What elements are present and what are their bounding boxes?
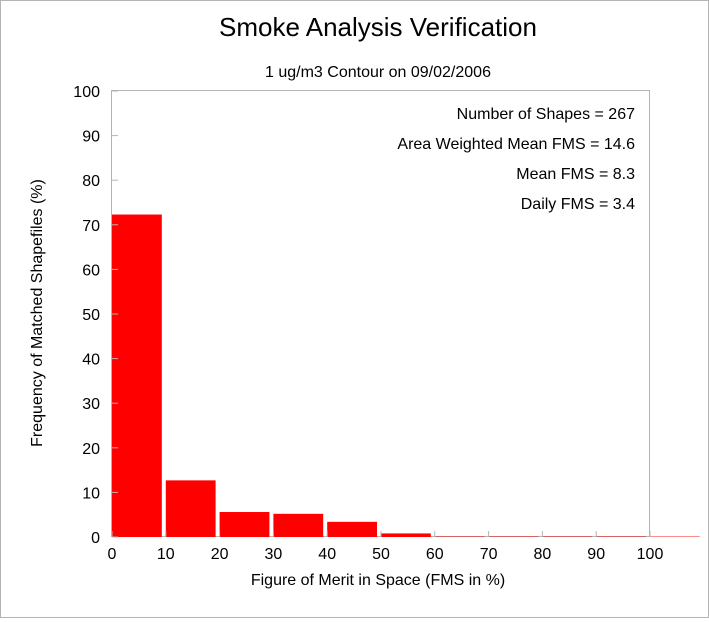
x-tick-label: 20 — [211, 546, 229, 563]
x-tick-label: 80 — [534, 546, 552, 563]
stat-annotation: Area Weighted Mean FMS = 14.6 — [397, 136, 635, 153]
x-tick-label: 10 — [157, 546, 175, 563]
stat-annotation: Daily FMS = 3.4 — [521, 196, 635, 213]
x-axis-label: Figure of Merit in Space (FMS in %) — [251, 572, 505, 589]
y-tick-label: 0 — [91, 530, 100, 547]
bar-bin-50 — [381, 533, 431, 537]
x-tick-label: 90 — [587, 546, 605, 563]
y-axis-label: Frequency of Matched Shapefiles (%) — [29, 179, 46, 447]
bar-bin-30 — [273, 514, 323, 537]
y-tick-label: 10 — [82, 485, 100, 502]
stat-annotation: Mean FMS = 8.3 — [516, 166, 635, 183]
x-tick-label: 50 — [372, 546, 390, 563]
x-tick-label: 0 — [108, 546, 117, 563]
x-tick-label: 100 — [637, 546, 664, 563]
plot-area — [112, 91, 650, 537]
y-tick-label: 30 — [82, 396, 100, 413]
y-tick-label: 80 — [82, 173, 100, 190]
x-tick-label: 70 — [480, 546, 498, 563]
y-tick-label: 20 — [82, 441, 100, 458]
chart-title: Smoke Analysis Verification — [219, 12, 537, 42]
x-tick-label: 40 — [318, 546, 336, 563]
bar-bin-20 — [220, 512, 270, 537]
y-tick-label: 100 — [73, 84, 100, 101]
bar-bin-0 — [112, 215, 162, 537]
y-tick-label: 40 — [82, 352, 100, 369]
stat-annotation: Number of Shapes = 267 — [457, 106, 635, 123]
y-tick-label: 60 — [82, 262, 100, 279]
chart-subtitle: 1 ug/m3 Contour on 09/02/2006 — [265, 64, 491, 81]
x-tick-label: 30 — [265, 546, 283, 563]
y-tick-label: 50 — [82, 307, 100, 324]
bar-bin-10 — [166, 480, 216, 537]
bars-group — [112, 215, 700, 537]
y-tick-label: 70 — [82, 218, 100, 235]
stats-annotations: Number of Shapes = 267 Area Weighted Mean… — [397, 106, 635, 213]
x-tick-label: 60 — [426, 546, 444, 563]
y-tick-label: 90 — [82, 129, 100, 146]
bar-bin-40 — [327, 522, 377, 537]
